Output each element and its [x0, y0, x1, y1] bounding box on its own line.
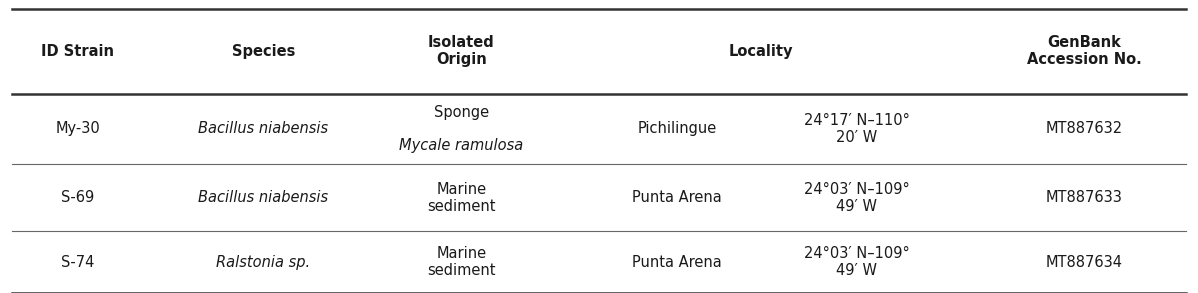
- Text: Locality: Locality: [728, 44, 793, 59]
- Text: Species: Species: [232, 44, 295, 59]
- Text: Punta Arena: Punta Arena: [633, 255, 721, 270]
- Text: Mycale ramulosa: Mycale ramulosa: [399, 137, 524, 153]
- Text: GenBank
Accession No.: GenBank Accession No.: [1027, 35, 1142, 67]
- Text: 24°17′ N–110°
20′ W: 24°17′ N–110° 20′ W: [804, 113, 909, 145]
- Text: Sponge: Sponge: [434, 105, 489, 120]
- Text: My-30: My-30: [55, 121, 101, 137]
- Text: S-74: S-74: [61, 255, 95, 270]
- Text: Ralstonia sp.: Ralstonia sp.: [217, 255, 310, 270]
- Text: Bacillus niabensis: Bacillus niabensis: [199, 121, 328, 137]
- Text: Marine
sediment: Marine sediment: [426, 182, 496, 214]
- Text: 24°03′ N–109°
49′ W: 24°03′ N–109° 49′ W: [804, 246, 909, 278]
- Text: S-69: S-69: [61, 190, 95, 205]
- Text: Pichilingue: Pichilingue: [637, 121, 716, 137]
- Text: MT887632: MT887632: [1046, 121, 1123, 137]
- Text: Marine
sediment: Marine sediment: [426, 246, 496, 278]
- Text: Isolated
Origin: Isolated Origin: [428, 35, 495, 67]
- Text: Bacillus niabensis: Bacillus niabensis: [199, 190, 328, 205]
- Text: MT887634: MT887634: [1046, 255, 1123, 270]
- Text: MT887633: MT887633: [1046, 190, 1123, 205]
- Text: ID Strain: ID Strain: [42, 44, 114, 59]
- Text: Punta Arena: Punta Arena: [633, 190, 721, 205]
- Text: 24°03′ N–109°
49′ W: 24°03′ N–109° 49′ W: [804, 182, 909, 214]
